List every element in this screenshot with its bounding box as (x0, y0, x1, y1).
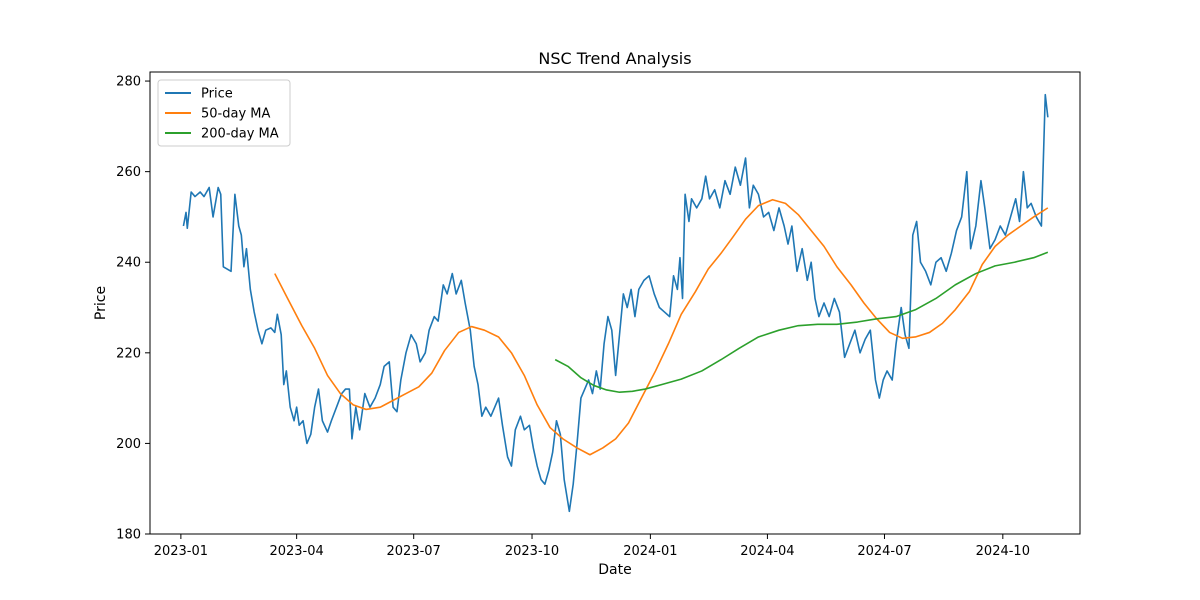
y-axis: 180 200 220 240 260 280 (116, 75, 150, 543)
x-tick-label: 2023-01 (154, 544, 208, 559)
legend-label-1: 50-day MA (201, 107, 270, 122)
y-tick-label: 240 (116, 256, 141, 271)
x-axis: 2023-01 2023-04 2023-07 2023-10 2024-01 2024-… (154, 534, 1030, 559)
series-line-2 (554, 251, 1049, 394)
y-tick-label: 220 (116, 346, 141, 361)
x-tick-label: 2024-04 (740, 544, 794, 559)
plot-frame (149, 71, 1081, 535)
series-layer (182, 93, 1049, 513)
x-tick-label: 2023-04 (269, 544, 323, 559)
legend-box (157, 79, 291, 147)
x-tick-label: 2024-07 (857, 544, 911, 559)
series-line-1 (274, 198, 1049, 456)
legend: Price 50-day MA 200-day MA (157, 79, 291, 147)
series-line-0 (182, 93, 1049, 513)
x-axis-label: Date (598, 562, 631, 578)
x-tick-label: 2024-10 (976, 544, 1030, 559)
plot-area (149, 71, 1081, 535)
legend-label-2: 200-day MA (201, 127, 279, 142)
y-axis-label: Price (93, 286, 109, 320)
chart-title: NSC Trend Analysis (538, 49, 691, 68)
x-tick-label: 2023-07 (387, 544, 441, 559)
y-tick-label: 280 (116, 75, 141, 90)
x-tick-label: 2024-01 (623, 544, 677, 559)
y-tick-label: 180 (116, 528, 141, 543)
legend-label-0: Price (201, 87, 233, 102)
y-tick-label: 200 (116, 437, 141, 452)
x-tick-label: 2023-10 (505, 544, 559, 559)
y-tick-label: 260 (116, 165, 141, 180)
